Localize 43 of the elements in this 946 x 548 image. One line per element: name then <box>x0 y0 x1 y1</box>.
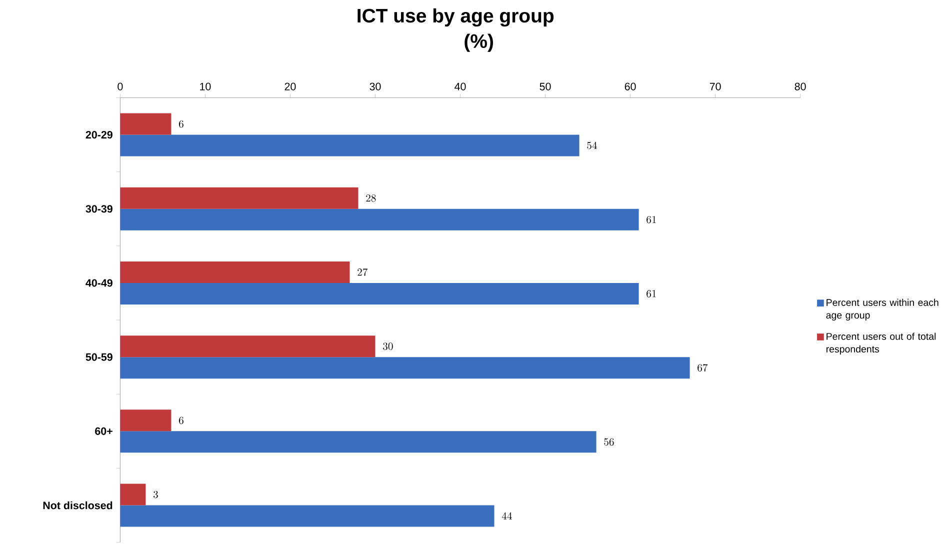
data-label: 56 <box>604 438 614 446</box>
y-tick-label: 60+ <box>95 427 112 435</box>
x-tick-label: 50 <box>540 82 551 90</box>
data-label: 44 <box>502 512 512 520</box>
data-label: 30 <box>383 342 393 350</box>
x-tick-label: 70 <box>710 82 721 90</box>
bar <box>120 208 639 230</box>
data-label: 61 <box>646 290 656 298</box>
chart-title: ICT use by age group <box>358 8 554 26</box>
data-label: 6 <box>179 416 184 424</box>
y-tick-label: 40-49 <box>86 279 112 287</box>
data-label: 67 <box>698 364 708 372</box>
bar <box>120 410 172 432</box>
y-tick-label: 50-59 <box>86 353 112 361</box>
bar <box>120 282 639 304</box>
data-label: 61 <box>646 216 656 224</box>
bar <box>120 356 690 378</box>
data-label: 54 <box>587 142 597 150</box>
bar <box>120 187 358 209</box>
bar <box>120 484 146 506</box>
data-label: 27 <box>358 268 368 276</box>
y-tick-label: Not disclosed <box>43 501 112 510</box>
x-tick-label: 30 <box>370 82 381 90</box>
x-tick-label: 60 <box>624 82 636 90</box>
x-tick-label: 80 <box>794 82 806 90</box>
bar <box>120 335 376 357</box>
bar <box>120 134 580 156</box>
chart-subtitle: (%) <box>464 34 493 52</box>
x-tick-label: 10 <box>200 82 211 90</box>
y-tick-label: 30-39 <box>86 204 112 213</box>
data-label: 28 <box>366 194 376 202</box>
x-tick-label: 40 <box>454 82 466 90</box>
legend-label: Percent users within each age group <box>826 298 938 320</box>
x-tick-label: 0 <box>118 82 123 90</box>
bar <box>120 113 172 135</box>
data-label: 3 <box>153 490 158 498</box>
legend-label: Percent users out of total respondents <box>826 332 936 354</box>
bar <box>120 261 350 283</box>
data-label: 6 <box>179 120 184 128</box>
bar <box>120 431 596 453</box>
x-tick-label: 20 <box>284 82 296 90</box>
bar <box>120 505 494 527</box>
y-tick-label: 20-29 <box>86 130 112 138</box>
